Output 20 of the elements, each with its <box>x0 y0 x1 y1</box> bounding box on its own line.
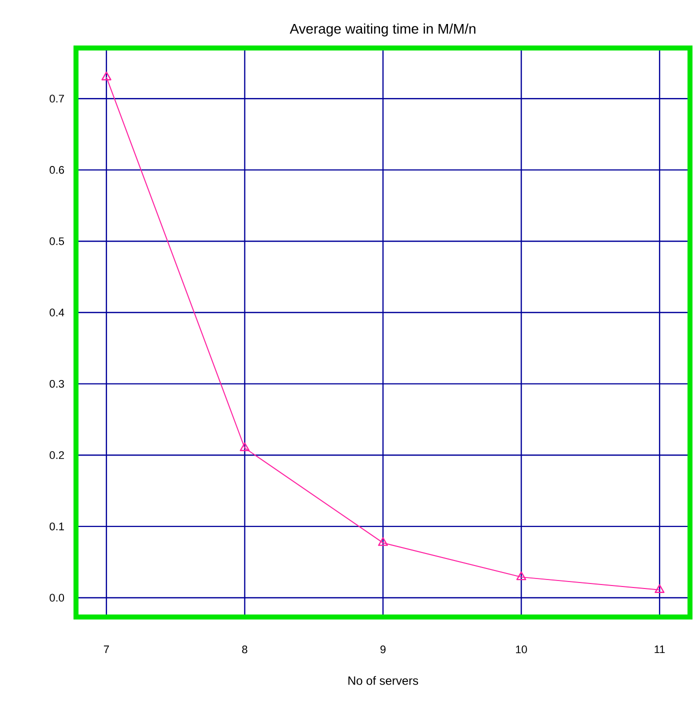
y-tick-label: 0.5 <box>50 237 64 246</box>
x-tick-label: 7 <box>104 646 109 654</box>
x-tick-label: 11 <box>654 646 665 654</box>
y-tick-label: 0.1 <box>50 522 64 530</box>
x-tick-label: 8 <box>242 646 248 654</box>
y-tick-label: 0.0 <box>50 594 64 602</box>
chart-title: Average waiting time in M/M/n <box>290 23 476 36</box>
point <box>516 571 526 580</box>
y-tick-label: 0.4 <box>50 308 64 316</box>
x-axis-title: No of servers <box>348 676 418 685</box>
point <box>378 537 388 546</box>
point <box>240 442 250 452</box>
x-tick-label: 9 <box>380 646 386 654</box>
y-tick-label: 0.7 <box>50 94 64 102</box>
point <box>654 584 665 593</box>
x-tick-label: 10 <box>516 646 527 654</box>
point <box>101 72 112 80</box>
y-tick-label: 0.6 <box>50 166 64 174</box>
y-tick-label: 0.3 <box>50 380 64 388</box>
y-tick-label: 0.2 <box>50 451 64 460</box>
